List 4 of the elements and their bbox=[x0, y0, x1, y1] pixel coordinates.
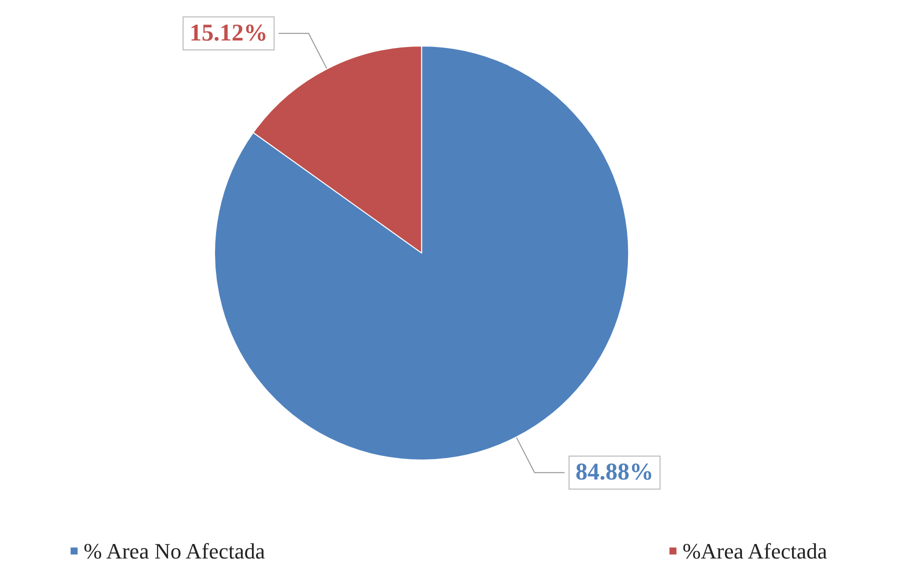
data-label: 84.88% bbox=[576, 460, 654, 486]
legend-label: %Area Afectada bbox=[682, 538, 828, 564]
data-label: 15.12% bbox=[190, 20, 268, 46]
legend-label: % Area No Afectada bbox=[84, 538, 266, 564]
